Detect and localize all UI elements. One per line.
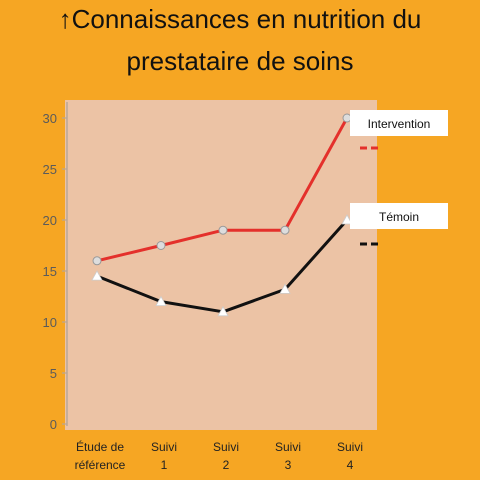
x-tick-label: Étude de — [76, 439, 124, 454]
chart-title-line-1: ↑Connaissances en nutrition du — [59, 4, 422, 34]
y-tick-label: 25 — [43, 162, 57, 177]
x-tick-label: 1 — [161, 458, 168, 472]
data-point-temoin — [341, 214, 353, 225]
legend-box — [350, 203, 448, 229]
y-tick-label: 20 — [43, 213, 57, 228]
legend-box — [350, 110, 448, 136]
y-tick-label: 15 — [43, 264, 57, 279]
data-point-temoin — [279, 283, 291, 294]
x-tick-label: Suivi — [151, 440, 177, 454]
legend: Intervention Témoin — [350, 110, 448, 246]
data-point-temoin — [217, 305, 229, 317]
x-tick-label: Suivi — [275, 440, 301, 454]
x-tick-label: Suivi — [213, 440, 239, 454]
data-point-temoin — [91, 270, 103, 281]
x-tick-label: référence — [75, 458, 126, 472]
y-tick-label: 0 — [50, 417, 57, 432]
legend-label: Témoin — [379, 210, 419, 224]
data-point-intervention — [280, 225, 290, 235]
series-layer — [91, 113, 353, 317]
y-axis: 0 5 10 15 20 25 30 — [43, 102, 68, 432]
x-tick-label: 2 — [223, 458, 230, 472]
x-tick-label: Suivi — [337, 440, 363, 454]
y-tick-label: 30 — [43, 111, 57, 126]
data-point-intervention — [92, 256, 102, 266]
data-point-intervention — [342, 113, 352, 123]
legend-label: Intervention — [368, 117, 431, 131]
data-point-temoin — [155, 295, 167, 307]
y-tick-label: 10 — [43, 315, 57, 330]
y-tick-label: 5 — [50, 366, 57, 381]
data-point-intervention — [218, 225, 228, 235]
chart-title-line-2: prestataire de soins — [127, 46, 354, 76]
x-tick-label: 3 — [285, 458, 292, 472]
x-axis: Étude de référence Suivi 1 Suivi 2 Suivi 3 Suivi… — [75, 439, 363, 472]
data-point-intervention — [156, 241, 166, 250]
x-tick-label: 4 — [347, 458, 354, 472]
